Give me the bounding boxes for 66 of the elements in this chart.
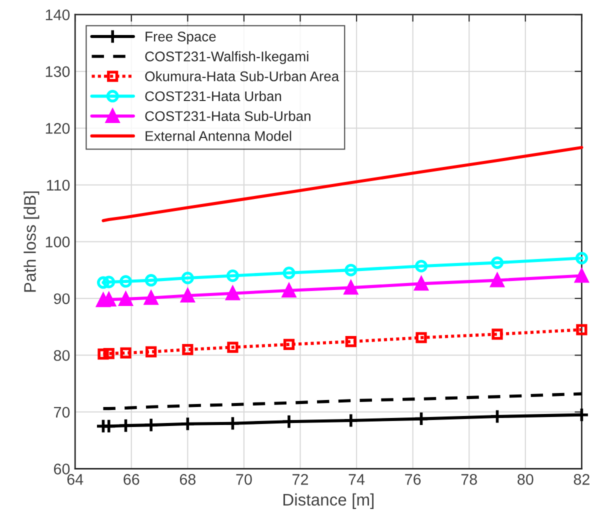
point — [490, 273, 504, 288]
y-tick-label: 120 — [46, 123, 70, 134]
point — [492, 328, 503, 340]
point — [103, 348, 114, 360]
point — [283, 338, 295, 350]
legend-label: Okumura-Hata Sub-Urban Area — [145, 71, 340, 82]
x-tick-label: 68 — [180, 474, 196, 485]
y-axis-title: Path loss [dB] — [24, 191, 40, 292]
point — [182, 344, 194, 356]
point — [344, 280, 358, 295]
line-series — [102, 146, 584, 222]
point — [282, 266, 296, 280]
x-tick-label: 66 — [124, 474, 140, 485]
point — [575, 252, 588, 264]
point — [180, 288, 195, 303]
y-tick-label: 140 — [46, 9, 70, 20]
x-tick-label: 82 — [574, 474, 590, 485]
point — [144, 274, 158, 287]
point — [344, 264, 358, 276]
y-tick-label: 90 — [54, 293, 70, 304]
point — [146, 346, 157, 358]
legend-label: External Antenna Model — [146, 130, 292, 141]
x-axis-title: Distance [m] — [283, 493, 374, 509]
point — [416, 332, 427, 344]
point — [226, 286, 240, 300]
y-tick-label: 100 — [46, 236, 70, 248]
point — [226, 269, 239, 282]
x-tick-label: 78 — [461, 474, 477, 485]
point — [574, 268, 589, 283]
point — [96, 276, 110, 289]
y-tick-label: 80 — [54, 350, 70, 361]
x-tick-label: 72 — [292, 474, 308, 485]
point — [98, 348, 109, 360]
legend-label: COST231-Walfish-Ikegami — [145, 51, 308, 64]
point — [143, 417, 159, 433]
y-tick-label: 60 — [54, 464, 70, 474]
y-tick-label: 130 — [46, 66, 70, 78]
point — [491, 256, 504, 269]
point — [102, 276, 116, 288]
point — [181, 272, 194, 284]
x-tick-label: 74 — [348, 474, 365, 485]
point — [144, 290, 158, 305]
point — [118, 292, 133, 306]
point — [282, 284, 296, 298]
point — [576, 324, 588, 336]
point — [490, 408, 505, 424]
point — [227, 342, 238, 353]
point — [180, 416, 196, 432]
point — [345, 336, 356, 348]
point — [343, 412, 359, 428]
line-series — [102, 392, 584, 410]
x-tick-label: 64 — [67, 474, 84, 485]
x-tick-label: 70 — [236, 474, 252, 485]
legend-label: COST231-Hata Urban — [145, 90, 282, 102]
point — [414, 276, 428, 291]
legend-label: Free Space — [146, 32, 216, 44]
x-tick-label: 80 — [518, 474, 534, 485]
point — [120, 275, 132, 288]
x-tick-label: 76 — [405, 474, 421, 485]
y-tick-label: 110 — [47, 180, 70, 191]
point — [225, 416, 240, 431]
point — [415, 260, 428, 272]
point — [414, 411, 429, 426]
y-tick-label: 70 — [54, 406, 70, 418]
legend-label: COST231-Hata Sub-Urban — [145, 110, 310, 122]
point — [120, 347, 132, 359]
